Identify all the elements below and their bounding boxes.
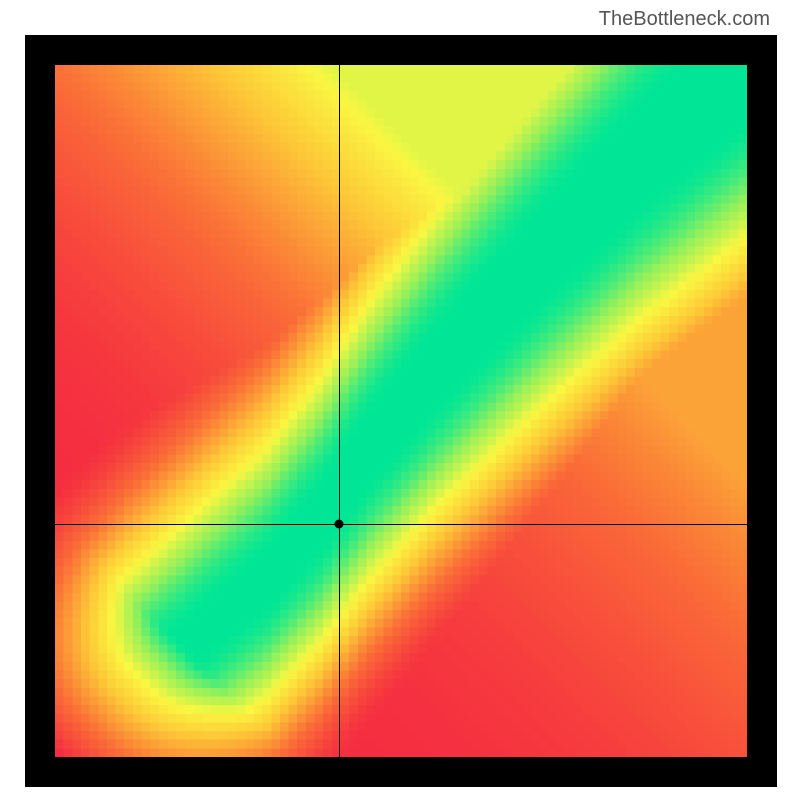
chart-frame	[25, 35, 777, 787]
watermark-text: TheBottleneck.com	[599, 8, 770, 31]
heatmap-canvas	[55, 65, 747, 757]
data-point-marker	[334, 519, 343, 528]
viewport: TheBottleneck.com	[0, 0, 800, 800]
crosshair-horizontal	[55, 524, 747, 525]
crosshair-vertical	[339, 65, 340, 757]
heatmap-plot-area	[55, 65, 747, 757]
